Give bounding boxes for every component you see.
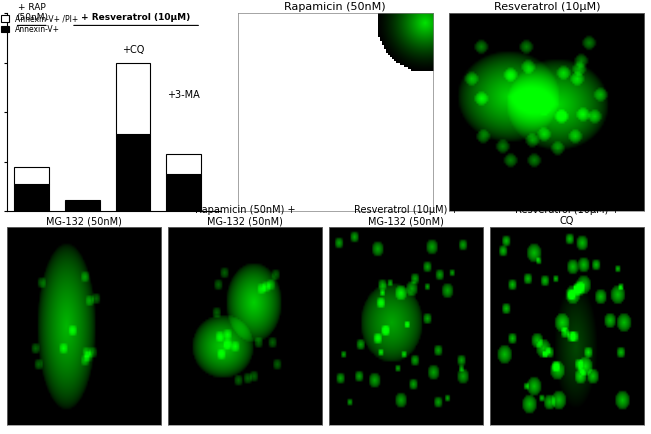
- Text: + Resveratrol (10μM): + Resveratrol (10μM): [81, 13, 191, 22]
- Bar: [115, 62, 150, 135]
- Title: Resveratrol (10μM) +
MG-132 (50nM): Resveratrol (10μM) + MG-132 (50nM): [353, 205, 458, 226]
- Bar: [115, 135, 150, 211]
- Title: MG-132 (50nM): MG-132 (50nM): [46, 216, 122, 226]
- Title: Resveratrol (10μM): Resveratrol (10μM): [493, 2, 600, 12]
- Text: +CQ: +CQ: [122, 45, 144, 55]
- Bar: [166, 154, 201, 174]
- Bar: [166, 174, 201, 211]
- Title: Rapamicin (50nM) +
MG-132 (50nM): Rapamicin (50nM) + MG-132 (50nM): [195, 205, 295, 226]
- Bar: [14, 184, 49, 211]
- Bar: [65, 201, 100, 211]
- Bar: [65, 200, 100, 201]
- Text: + RAP
(50nM): + RAP (50nM): [16, 3, 48, 22]
- Legend: Annexin-V+ /PI+, Annexin-V+: Annexin-V+ /PI+, Annexin-V+: [0, 13, 79, 35]
- Bar: [14, 167, 49, 184]
- Title: Resveratrol (10μM) +
CQ: Resveratrol (10μM) + CQ: [515, 205, 619, 226]
- Text: +3-MA: +3-MA: [167, 90, 200, 100]
- Title: Rapamicin (50nM): Rapamicin (50nM): [284, 2, 386, 12]
